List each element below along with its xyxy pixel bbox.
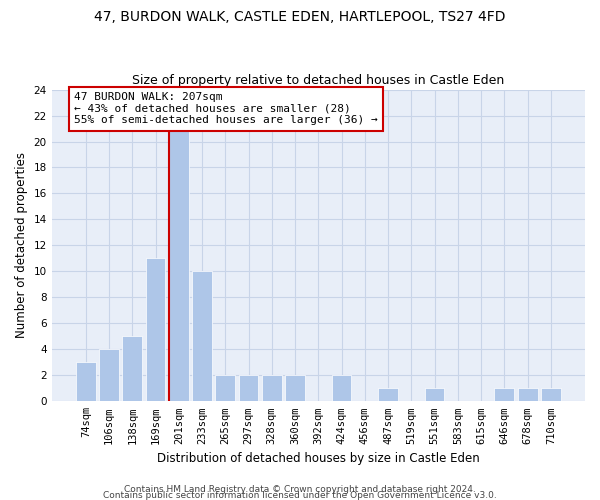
Bar xyxy=(146,258,166,402)
Bar xyxy=(262,376,282,402)
Text: 47, BURDON WALK, CASTLE EDEN, HARTLEPOOL, TS27 4FD: 47, BURDON WALK, CASTLE EDEN, HARTLEPOOL… xyxy=(94,10,506,24)
Bar xyxy=(215,376,235,402)
Bar xyxy=(425,388,445,402)
X-axis label: Distribution of detached houses by size in Castle Eden: Distribution of detached houses by size … xyxy=(157,452,480,465)
Y-axis label: Number of detached properties: Number of detached properties xyxy=(15,152,28,338)
Bar xyxy=(378,388,398,402)
Title: Size of property relative to detached houses in Castle Eden: Size of property relative to detached ho… xyxy=(132,74,505,87)
Bar xyxy=(494,388,514,402)
Text: 47 BURDON WALK: 207sqm
← 43% of detached houses are smaller (28)
55% of semi-det: 47 BURDON WALK: 207sqm ← 43% of detached… xyxy=(74,92,378,126)
Text: Contains HM Land Registry data © Crown copyright and database right 2024.: Contains HM Land Registry data © Crown c… xyxy=(124,484,476,494)
Text: Contains public sector information licensed under the Open Government Licence v3: Contains public sector information licen… xyxy=(103,490,497,500)
Bar xyxy=(285,376,305,402)
Bar xyxy=(99,350,119,402)
Bar xyxy=(332,376,352,402)
Bar xyxy=(122,336,142,402)
Bar xyxy=(541,388,561,402)
Bar xyxy=(239,376,259,402)
Bar xyxy=(518,388,538,402)
Bar xyxy=(192,272,212,402)
Bar xyxy=(169,128,188,402)
Bar xyxy=(76,362,95,402)
